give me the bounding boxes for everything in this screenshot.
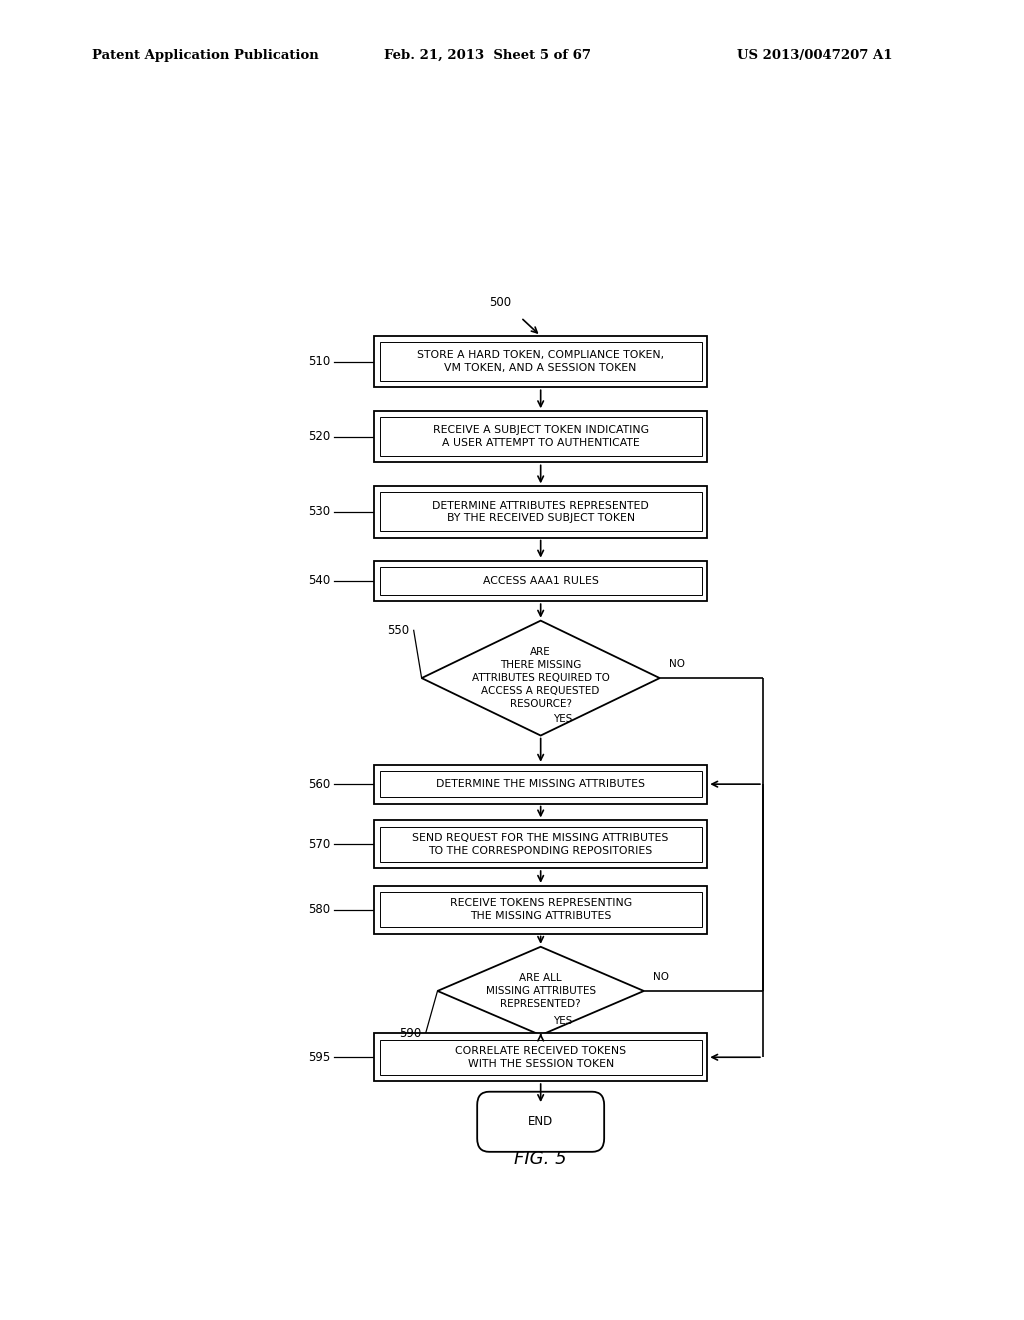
Text: DETERMINE ATTRIBUTES REPRESENTED
BY THE RECEIVED SUBJECT TOKEN: DETERMINE ATTRIBUTES REPRESENTED BY THE … [432,500,649,523]
Text: 590: 590 [399,1027,422,1040]
Text: 510: 510 [308,355,331,368]
Bar [380,566,701,595]
Text: ARE
THERE MISSING
ATTRIBUTES REQUIRED TO
ACCESS A REQUESTED
RESOURCE?: ARE THERE MISSING ATTRIBUTES REQUIRED TO… [472,648,609,709]
Text: DETERMINE THE MISSING ATTRIBUTES: DETERMINE THE MISSING ATTRIBUTES [436,779,645,789]
Bar [380,1040,701,1074]
Bar [380,771,701,797]
Text: YES: YES [553,714,572,725]
Bar [380,417,701,457]
Text: 520: 520 [308,430,331,444]
Text: CORRELATE RECEIVED TOKENS
WITH THE SESSION TOKEN: CORRELATE RECEIVED TOKENS WITH THE SESSI… [455,1045,627,1069]
Bar [380,892,701,928]
Text: SEND REQUEST FOR THE MISSING ATTRIBUTES
TO THE CORRESPONDING REPOSITORIES: SEND REQUEST FOR THE MISSING ATTRIBUTES … [413,833,669,855]
Polygon shape [422,620,659,735]
FancyBboxPatch shape [477,1092,604,1152]
Text: Patent Application Publication: Patent Application Publication [92,49,318,62]
Text: NO: NO [653,972,670,982]
Text: STORE A HARD TOKEN, COMPLIANCE TOKEN,
VM TOKEN, AND A SESSION TOKEN: STORE A HARD TOKEN, COMPLIANCE TOKEN, VM… [417,350,665,374]
Bar [380,492,701,532]
Bar [380,342,701,381]
Bar [380,826,701,862]
Text: Feb. 21, 2013  Sheet 5 of 67: Feb. 21, 2013 Sheet 5 of 67 [384,49,591,62]
Text: 580: 580 [308,903,331,916]
Text: NO: NO [670,659,685,669]
Text: 570: 570 [308,838,331,851]
Text: 550: 550 [388,624,410,636]
Text: US 2013/0047207 A1: US 2013/0047207 A1 [737,49,893,62]
Text: 560: 560 [308,777,331,791]
Text: ARE ALL
MISSING ATTRIBUTES
REPRESENTED?: ARE ALL MISSING ATTRIBUTES REPRESENTED? [485,973,596,1008]
Text: 540: 540 [308,574,331,587]
Bar [374,486,708,537]
Text: 530: 530 [308,506,331,519]
Text: 500: 500 [489,296,511,309]
Text: FIG. 5: FIG. 5 [514,1150,567,1168]
Bar [374,821,708,869]
Text: END: END [528,1115,553,1129]
Bar [374,411,708,462]
Bar [374,1034,708,1081]
Polygon shape [437,946,644,1035]
Bar [374,337,708,387]
Text: 595: 595 [308,1051,331,1064]
Text: RECEIVE A SUBJECT TOKEN INDICATING
A USER ATTEMPT TO AUTHENTICATE: RECEIVE A SUBJECT TOKEN INDICATING A USE… [433,425,648,449]
Text: RECEIVE TOKENS REPRESENTING
THE MISSING ATTRIBUTES: RECEIVE TOKENS REPRESENTING THE MISSING … [450,898,632,921]
Bar [374,561,708,601]
Text: ACCESS AAA1 RULES: ACCESS AAA1 RULES [482,576,599,586]
Bar [374,764,708,804]
Bar [374,886,708,933]
Text: YES: YES [553,1016,572,1027]
